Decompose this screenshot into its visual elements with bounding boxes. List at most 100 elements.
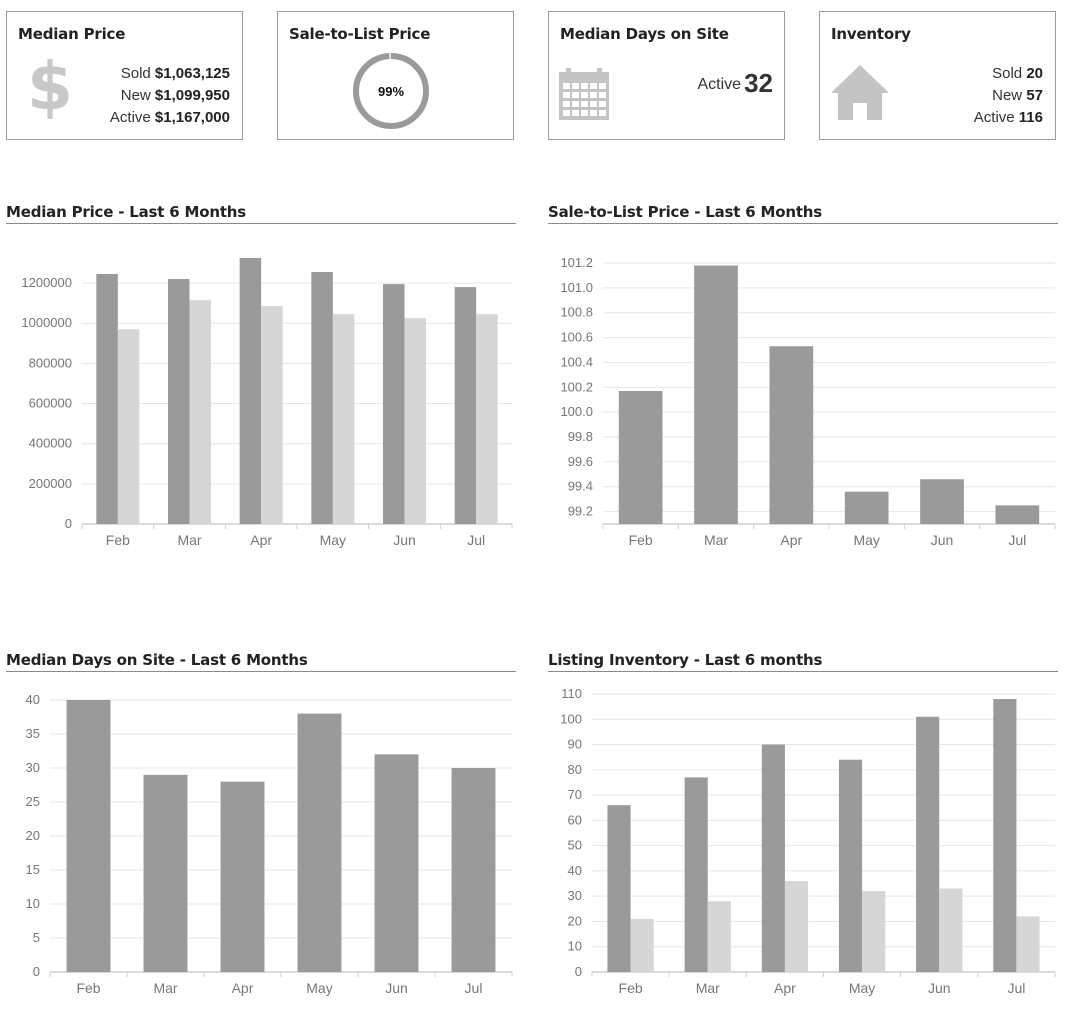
days-on-site-chart: 0 5 10 15 20 25 30 35 40 Feb Mar Apr May Jun Jul (26, 692, 513, 996)
median-price-card-title: Median Price (18, 25, 126, 43)
x-tick-label: Jul (1008, 532, 1026, 548)
inventory-card: Inventory Sold 20 New 57 Active 116 (819, 11, 1056, 140)
x-tick-label: May (849, 980, 875, 996)
bar-apr-series-2 (261, 306, 283, 524)
bar-may-series-1 (311, 272, 333, 524)
y-tick-label: 50 (568, 838, 582, 853)
stat-label: Active (109, 109, 151, 126)
inventory-card-title: Inventory (831, 25, 911, 43)
y-tick-label: 90 (568, 737, 582, 752)
inventory-stats: Sold 20 New 57 Active 116 (974, 63, 1043, 129)
bar-may-series-2 (862, 891, 886, 972)
x-tick-label: Jun (928, 980, 951, 996)
stat-label: Active (973, 109, 1015, 126)
y-tick-label: 0 (575, 964, 582, 979)
y-tick-label: 80 (568, 762, 582, 777)
bar-mar-series-1 (168, 279, 190, 524)
bar-mar-series-2 (189, 300, 211, 524)
y-tick-label: 60 (568, 812, 582, 827)
stat-new: New $1,099,950 (110, 85, 230, 107)
bar-jun-series-1 (383, 284, 405, 524)
x-tick-label: Apr (232, 980, 254, 996)
bar-apr-series-1 (239, 257, 262, 524)
y-tick-label: 5 (33, 930, 40, 945)
bar-feb-series-1 (96, 274, 118, 524)
x-tick-label: May (306, 980, 332, 996)
median-price-chart: 0 200000 400000 600000 800000 1000000 1200000 F… (21, 257, 513, 548)
median-price-stats: Sold $1,063,125 New $1,099,950 Active $1… (110, 63, 230, 129)
days-on-site-chart-title: Median Days on Site - Last 6 Months (6, 651, 308, 669)
y-tick-label: 100 (560, 711, 582, 726)
y-tick-label: 100.0 (560, 404, 593, 419)
bar-apr-series-1 (769, 346, 814, 524)
bar-jul-series-2 (1016, 916, 1040, 972)
y-tick-label: 40 (568, 863, 582, 878)
y-tick-label: 99.6 (568, 454, 593, 469)
divider (548, 671, 1058, 672)
stat-value: $1,167,000 (154, 109, 230, 126)
y-tick-label: 35 (26, 726, 40, 741)
bar-jun-series-2 (939, 888, 963, 972)
bar-jul-series-1 (454, 287, 477, 524)
y-tick-label: 600000 (29, 396, 72, 411)
x-tick-label: Jun (385, 980, 408, 996)
days-on-site-card: Median Days on Site Active 32 (548, 11, 785, 140)
y-tick-label: 100.8 (560, 305, 593, 320)
x-tick-label: Jul (465, 980, 483, 996)
bar-jul-series-1 (993, 699, 1017, 972)
x-tick-label: Feb (629, 532, 653, 548)
days-active-stat: Active 32 (698, 68, 774, 99)
bar-feb-series-1 (618, 391, 663, 524)
y-tick-label: 100.2 (560, 379, 593, 394)
gauge-arc (353, 53, 429, 129)
stat-label: Sold (120, 65, 151, 82)
stat-sold: Sold $1,063,125 (110, 63, 230, 85)
bar-may-series-2 (332, 314, 355, 524)
divider (6, 671, 516, 672)
x-tick-label: Feb (619, 980, 643, 996)
stat-new: New 57 (974, 85, 1043, 107)
bar-jun-series-1 (916, 716, 940, 972)
bar-jul-series-1 (995, 505, 1040, 524)
stat-active: Active $1,167,000 (110, 107, 230, 129)
y-tick-label: 110 (561, 686, 582, 701)
median-price-chart-title: Median Price - Last 6 Months (6, 203, 247, 221)
y-tick-label: 99.8 (568, 429, 593, 444)
bar-jun-series-1 (374, 754, 419, 972)
x-tick-label: Feb (76, 980, 100, 996)
stat-label: Sold (992, 65, 1023, 82)
x-tick-label: Mar (153, 980, 177, 996)
y-tick-label: 101.0 (560, 280, 593, 295)
y-tick-label: 800000 (29, 355, 72, 370)
bar-feb-series-1 (607, 805, 631, 972)
divider (548, 223, 1058, 224)
sale-to-list-card-title: Sale-to-List Price (289, 25, 431, 43)
y-tick-label: 40 (26, 692, 40, 707)
bar-may-series-1 (297, 713, 342, 972)
x-tick-label: Jul (1007, 980, 1025, 996)
bar-jun-series-1 (920, 479, 964, 524)
bar-feb-series-1 (66, 700, 111, 972)
stat-active: Active 116 (974, 107, 1043, 129)
x-tick-label: Mar (696, 980, 720, 996)
sale-to-list-chart-title: Sale-to-List Price - Last 6 Months (548, 203, 823, 221)
sale-to-list-card: Sale-to-List Price 99% (277, 11, 514, 140)
stat-value: 32 (744, 68, 773, 98)
bar-jul-series-2 (476, 314, 498, 524)
bar-apr-series-1 (220, 781, 265, 972)
listing-inventory-chart: 0 10 20 30 40 50 60 70 80 90 100 110 Feb Mar Apr May Jun… (560, 686, 1056, 996)
gauge-value: 99% (378, 84, 404, 99)
x-tick-label: Apr (774, 980, 796, 996)
y-tick-label: 0 (65, 516, 72, 531)
median-price-card: Median Price $ Sold $1,063,125 New $1,09… (6, 11, 243, 140)
bar-jun-series-2 (404, 318, 426, 524)
y-tick-label: 100.6 (560, 330, 593, 345)
calendar-icon (559, 68, 609, 120)
x-tick-label: Feb (106, 532, 130, 548)
x-tick-label: Mar (704, 532, 728, 548)
bar-may-series-1 (838, 759, 863, 972)
bar-mar-series-2 (707, 901, 731, 972)
x-tick-label: Mar (177, 532, 201, 548)
bar-feb-series-2 (117, 329, 140, 524)
stat-value: 20 (1026, 65, 1043, 82)
